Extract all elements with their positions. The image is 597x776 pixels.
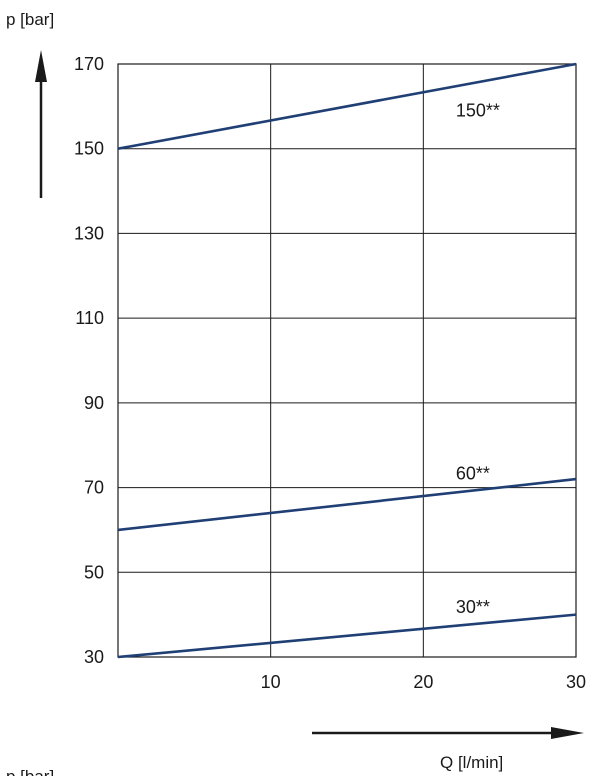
y-tick-label: 30	[84, 647, 104, 667]
series-label: 60**	[456, 464, 490, 484]
y-tick-label: 50	[84, 562, 104, 582]
tick-labels: 30 50 70 90 110 130 150 170 10 20 30	[74, 54, 586, 692]
y-tick-label: 150	[74, 139, 104, 159]
x-axis-arrow-icon	[312, 727, 584, 739]
series-label: 150**	[456, 101, 500, 121]
plot-frame	[117, 63, 577, 658]
series-lines	[117, 62, 577, 659]
series-line	[117, 477, 577, 532]
y-tick-label: 130	[74, 223, 104, 243]
series-line	[117, 62, 577, 150]
x-tick-label: 10	[261, 672, 281, 692]
series-labels: 150** 60** 30**	[456, 101, 500, 617]
y-axis-title: p [bar]	[6, 10, 54, 29]
y-tick-label: 90	[84, 393, 104, 413]
x-tick-label: 30	[566, 672, 586, 692]
y-tick-label: 110	[75, 308, 104, 328]
series-label: 30**	[456, 597, 490, 617]
x-axis-title: Q [l/min]	[440, 753, 503, 772]
next-chart-y-axis-title: p [bar]	[6, 767, 54, 776]
grid	[117, 63, 577, 658]
y-tick-label: 70	[84, 478, 104, 498]
series-line	[117, 613, 577, 659]
y-axis-arrow-icon	[35, 50, 47, 198]
y-tick-label: 170	[74, 54, 104, 74]
x-tick-label: 20	[413, 672, 433, 692]
